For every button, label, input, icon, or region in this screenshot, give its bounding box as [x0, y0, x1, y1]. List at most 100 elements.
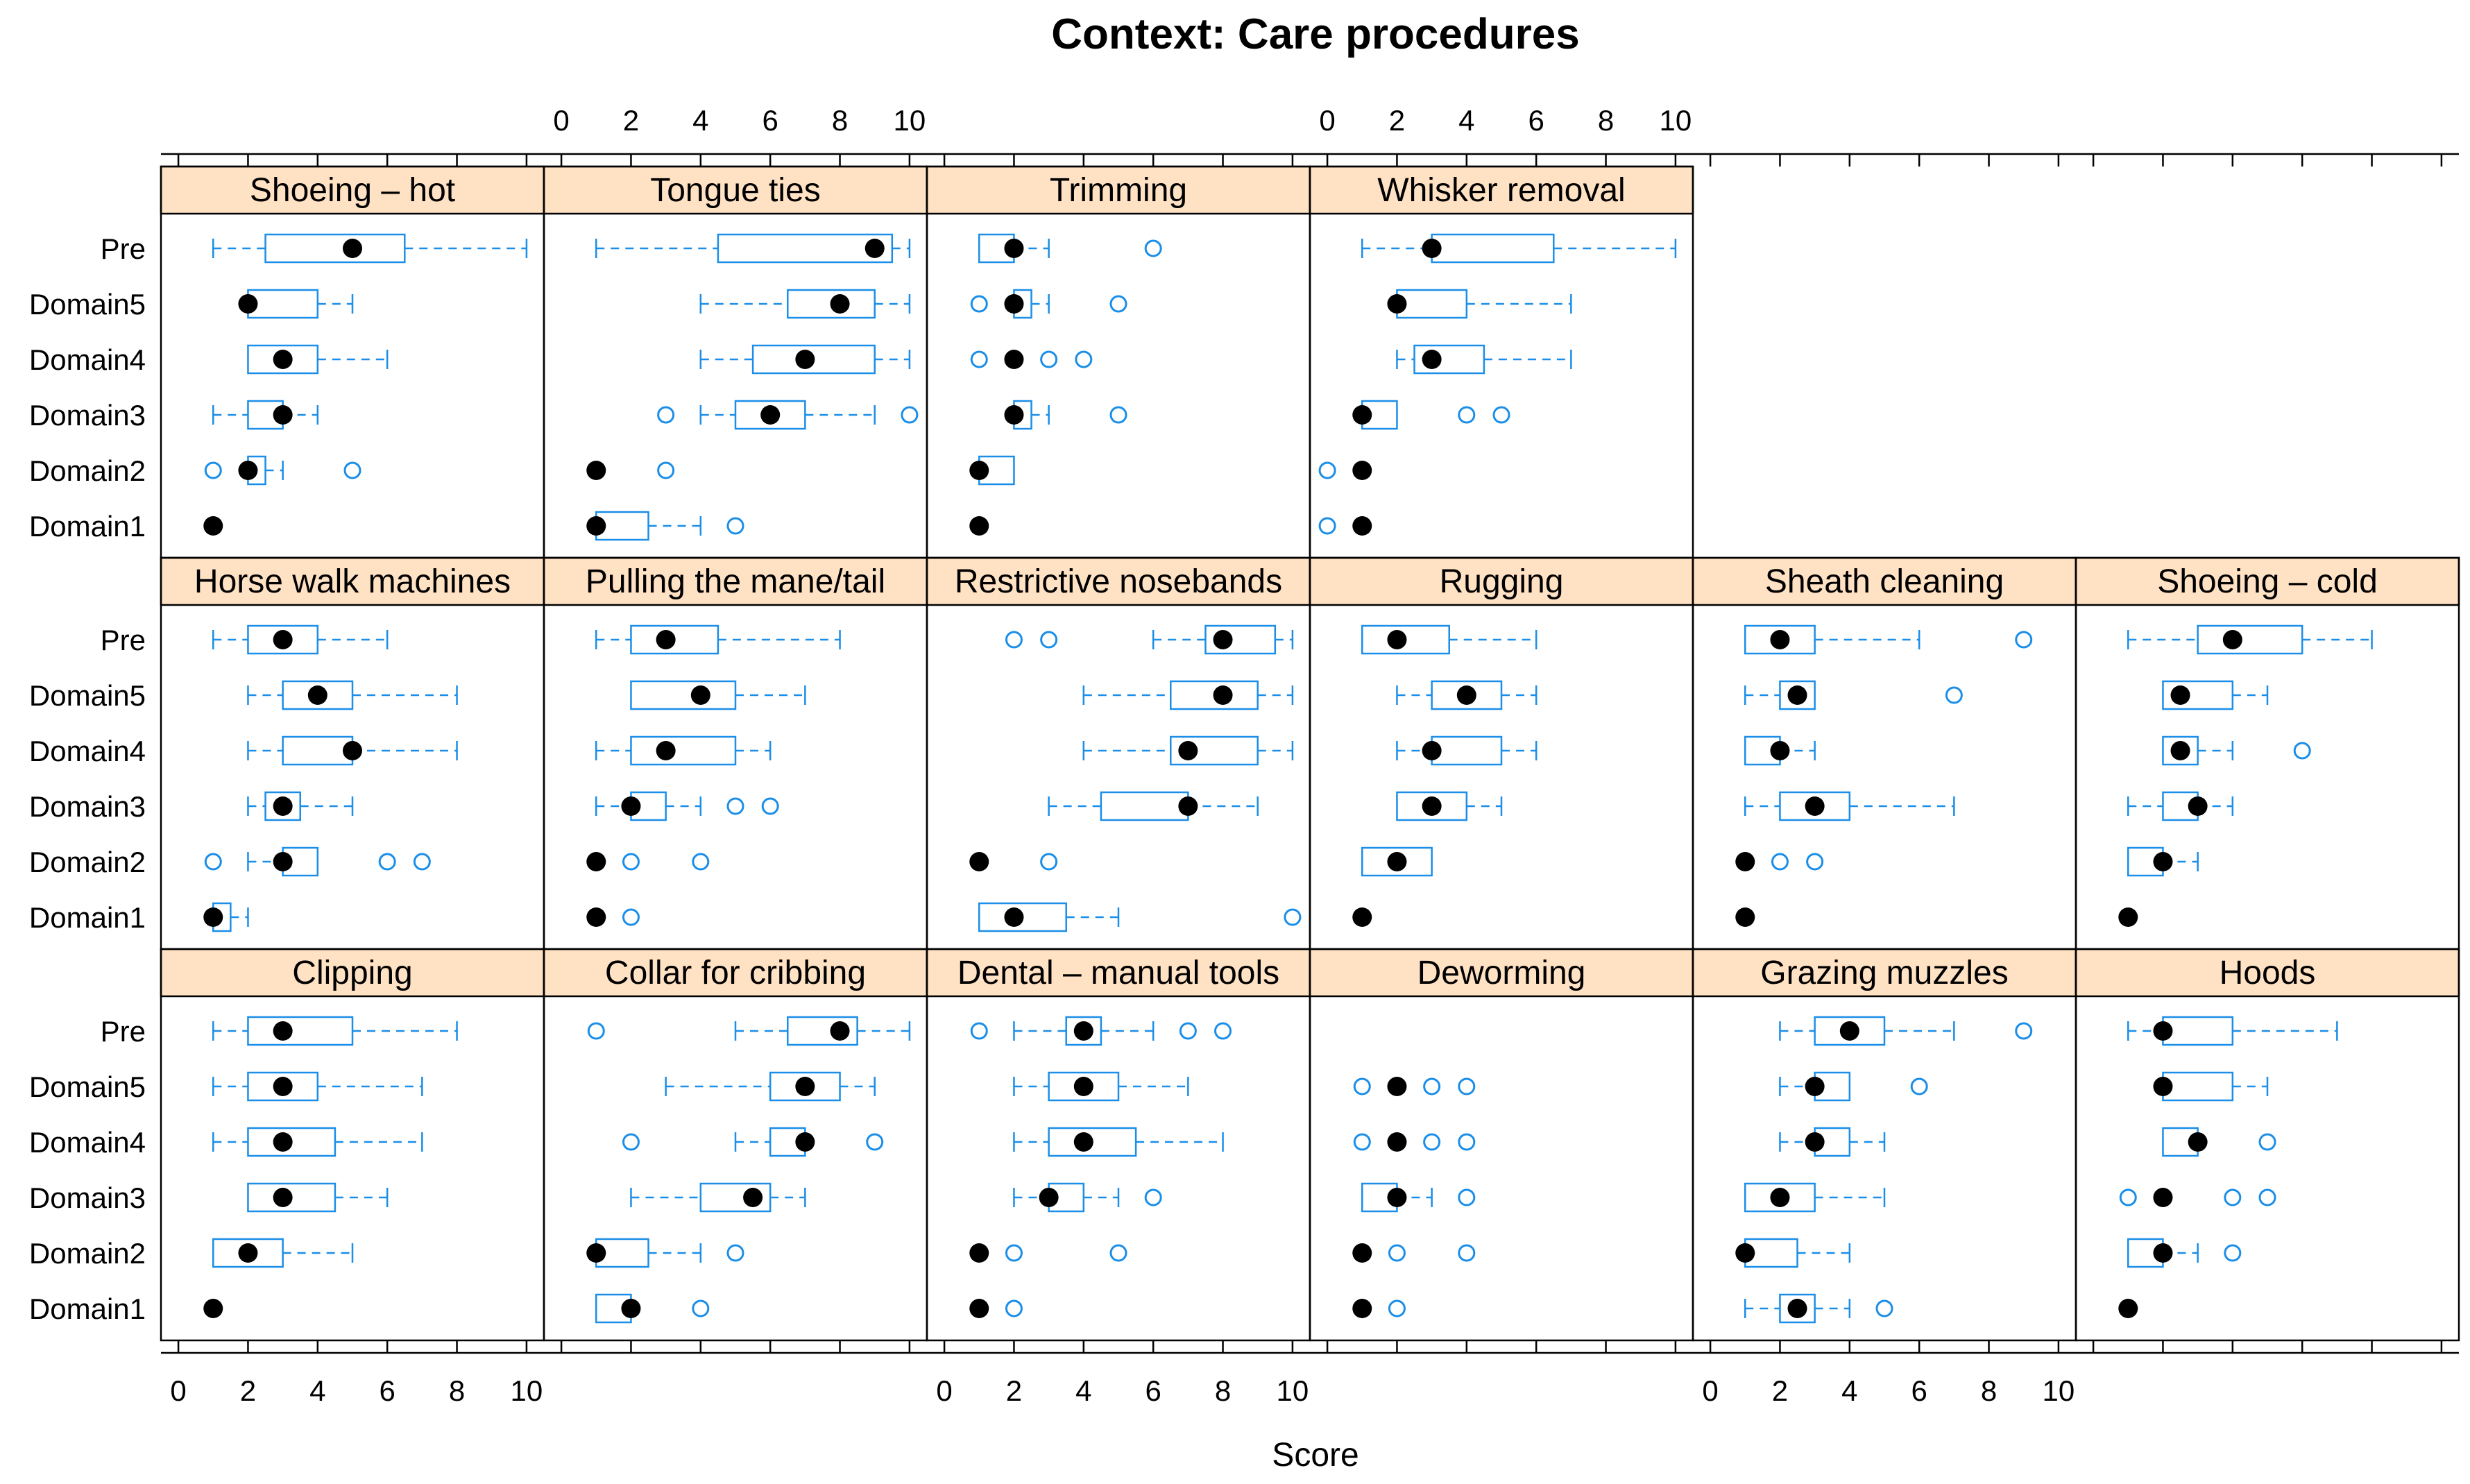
median-dot	[307, 685, 327, 705]
median-dot	[238, 1243, 258, 1263]
median-dot	[1178, 796, 1198, 816]
outlier-point	[1458, 1077, 1476, 1095]
median-dot	[795, 350, 815, 369]
median-dot	[2118, 907, 2138, 927]
panel-border	[1309, 948, 1694, 1342]
strip-label: Deworming	[1417, 955, 1586, 991]
median-dot	[1805, 796, 1825, 816]
median-dot	[1213, 630, 1233, 649]
median-dot	[690, 685, 710, 705]
box	[1361, 846, 1433, 877]
tick-label-bottom: 10	[2043, 1374, 2075, 1407]
outlier-point	[413, 853, 431, 871]
box	[212, 1238, 284, 1268]
strip-background	[543, 948, 928, 998]
box	[282, 735, 354, 766]
outlier-point	[970, 295, 988, 313]
outlier-point	[1458, 1133, 1476, 1151]
panel: Tongue ties	[543, 165, 928, 559]
outlier-point	[726, 1244, 744, 1262]
outlier-point	[1458, 1244, 1476, 1262]
outlier-point	[1388, 1299, 1406, 1317]
outlier-point	[657, 406, 675, 424]
tick-label-bottom: 0	[170, 1374, 186, 1407]
category-label: Pre	[101, 624, 146, 656]
panel: Hoods	[2075, 948, 2460, 1342]
panel-border	[926, 948, 1311, 1342]
median-dot	[273, 1132, 293, 1152]
strip-label: Tongue ties	[650, 172, 821, 209]
box	[247, 624, 319, 655]
strip-background	[160, 556, 545, 606]
median-dot	[1422, 741, 1442, 760]
outlier-point	[1353, 1077, 1371, 1095]
strip-label: Whisker removal	[1377, 172, 1625, 209]
panel-border	[543, 165, 928, 559]
outlier-point	[2119, 1188, 2137, 1206]
tick-label-bottom: 6	[1145, 1374, 1161, 1407]
panel-border	[1692, 556, 2077, 950]
median-dot	[969, 1243, 989, 1263]
box	[247, 1016, 354, 1046]
median-dot	[2153, 1077, 2173, 1096]
tick-label-bottom: 10	[1277, 1374, 1309, 1407]
median-dot	[1787, 685, 1807, 705]
median-dot	[656, 741, 676, 760]
median-dot	[1352, 907, 1372, 927]
box	[247, 1127, 337, 1157]
median-dot	[864, 239, 885, 258]
box	[751, 344, 876, 375]
outlier-point	[2293, 742, 2311, 760]
median-dot	[273, 852, 293, 871]
box	[769, 1071, 841, 1102]
outlier-point	[970, 350, 988, 368]
outlier-point	[1005, 1299, 1023, 1317]
outlier-point	[622, 853, 640, 871]
box	[264, 791, 301, 821]
chart-title: Context: Care procedures	[1051, 10, 1579, 58]
tick-label-top: 8	[832, 104, 848, 137]
outlier-point	[2224, 1244, 2242, 1262]
box	[1170, 735, 1259, 766]
box	[734, 400, 806, 430]
box	[1100, 791, 1189, 821]
box	[1814, 1016, 1886, 1046]
tick-label-bottom: 2	[240, 1374, 256, 1407]
tick-label-top: 0	[1319, 104, 1335, 137]
tick-label-top: 6	[1528, 104, 1544, 137]
outlier-point	[378, 853, 396, 871]
strip-label: Hoods	[2220, 955, 2316, 991]
median-dot	[1352, 1299, 1372, 1318]
outlier-point	[1005, 1244, 1023, 1262]
tick-label-bottom: 8	[1215, 1374, 1231, 1407]
panel: Rugging	[1309, 556, 1694, 950]
median-dot	[1352, 405, 1372, 425]
strip-label: Restrictive nosebands	[955, 563, 1282, 600]
outlier-point	[970, 1022, 988, 1040]
panel-border	[1309, 165, 1694, 559]
outlier-point	[1109, 295, 1127, 313]
box	[2162, 1016, 2234, 1046]
box	[1065, 1016, 1102, 1046]
box	[787, 289, 876, 319]
outlier-point	[657, 461, 675, 479]
median-dot	[830, 1021, 850, 1041]
box	[247, 289, 319, 319]
category-label: Domain1	[29, 510, 146, 543]
outlier-point	[1458, 1188, 1476, 1206]
median-dot	[1352, 1243, 1372, 1263]
strip-label: Rugging	[1440, 563, 1564, 600]
strip-background	[926, 948, 1311, 998]
tick-label-top: 0	[553, 104, 569, 137]
median-dot	[203, 907, 223, 927]
median-dot	[238, 461, 258, 480]
panel-border	[160, 948, 545, 1342]
category-label: Domain2	[29, 846, 146, 878]
median-dot	[1422, 796, 1442, 816]
median-dot	[1004, 239, 1024, 258]
median-dot	[586, 907, 606, 927]
median-dot	[273, 1021, 293, 1041]
box	[630, 680, 737, 710]
box	[1431, 680, 1503, 710]
